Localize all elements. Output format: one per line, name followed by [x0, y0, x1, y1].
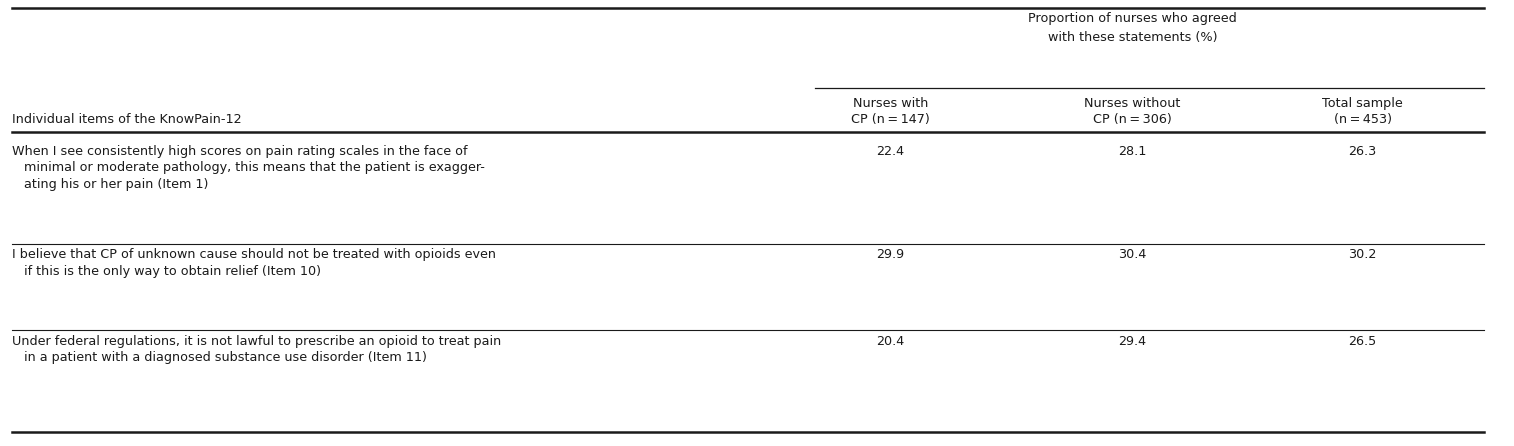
Text: 29.4: 29.4 — [1119, 335, 1146, 348]
Text: CP (n = 147): CP (n = 147) — [851, 113, 930, 126]
Text: Total sample: Total sample — [1322, 97, 1403, 110]
Text: Nurses without: Nurses without — [1084, 97, 1181, 110]
Text: 29.9: 29.9 — [877, 248, 904, 261]
Text: 26.3: 26.3 — [1349, 145, 1376, 158]
Text: Nurses with: Nurses with — [852, 97, 928, 110]
Text: in a patient with a diagnosed substance use disorder (Item 11): in a patient with a diagnosed substance … — [12, 351, 427, 364]
Text: When I see consistently high scores on pain rating scales in the face of: When I see consistently high scores on p… — [12, 145, 468, 158]
Text: Under federal regulations, it is not lawful to prescribe an opioid to treat pain: Under federal regulations, it is not law… — [12, 335, 501, 348]
Text: CP (n = 306): CP (n = 306) — [1093, 113, 1172, 126]
Text: I believe that CP of unknown cause should not be treated with opioids even: I believe that CP of unknown cause shoul… — [12, 248, 497, 261]
Text: if this is the only way to obtain relief (Item 10): if this is the only way to obtain relief… — [12, 264, 321, 277]
Text: 28.1: 28.1 — [1119, 145, 1146, 158]
Text: 26.5: 26.5 — [1349, 335, 1376, 348]
Text: ating his or her pain (Item 1): ating his or her pain (Item 1) — [12, 178, 209, 191]
Text: 30.2: 30.2 — [1349, 248, 1376, 261]
Text: Individual items of the KnowPain-12: Individual items of the KnowPain-12 — [12, 113, 242, 126]
Text: 30.4: 30.4 — [1119, 248, 1146, 261]
Text: (n = 453): (n = 453) — [1334, 113, 1391, 126]
Text: minimal or moderate pathology, this means that the patient is exagger-: minimal or moderate pathology, this mean… — [12, 161, 484, 174]
Text: Proportion of nurses who agreed
with these statements (%): Proportion of nurses who agreed with the… — [1028, 12, 1237, 44]
Text: 20.4: 20.4 — [877, 335, 904, 348]
Text: 22.4: 22.4 — [877, 145, 904, 158]
